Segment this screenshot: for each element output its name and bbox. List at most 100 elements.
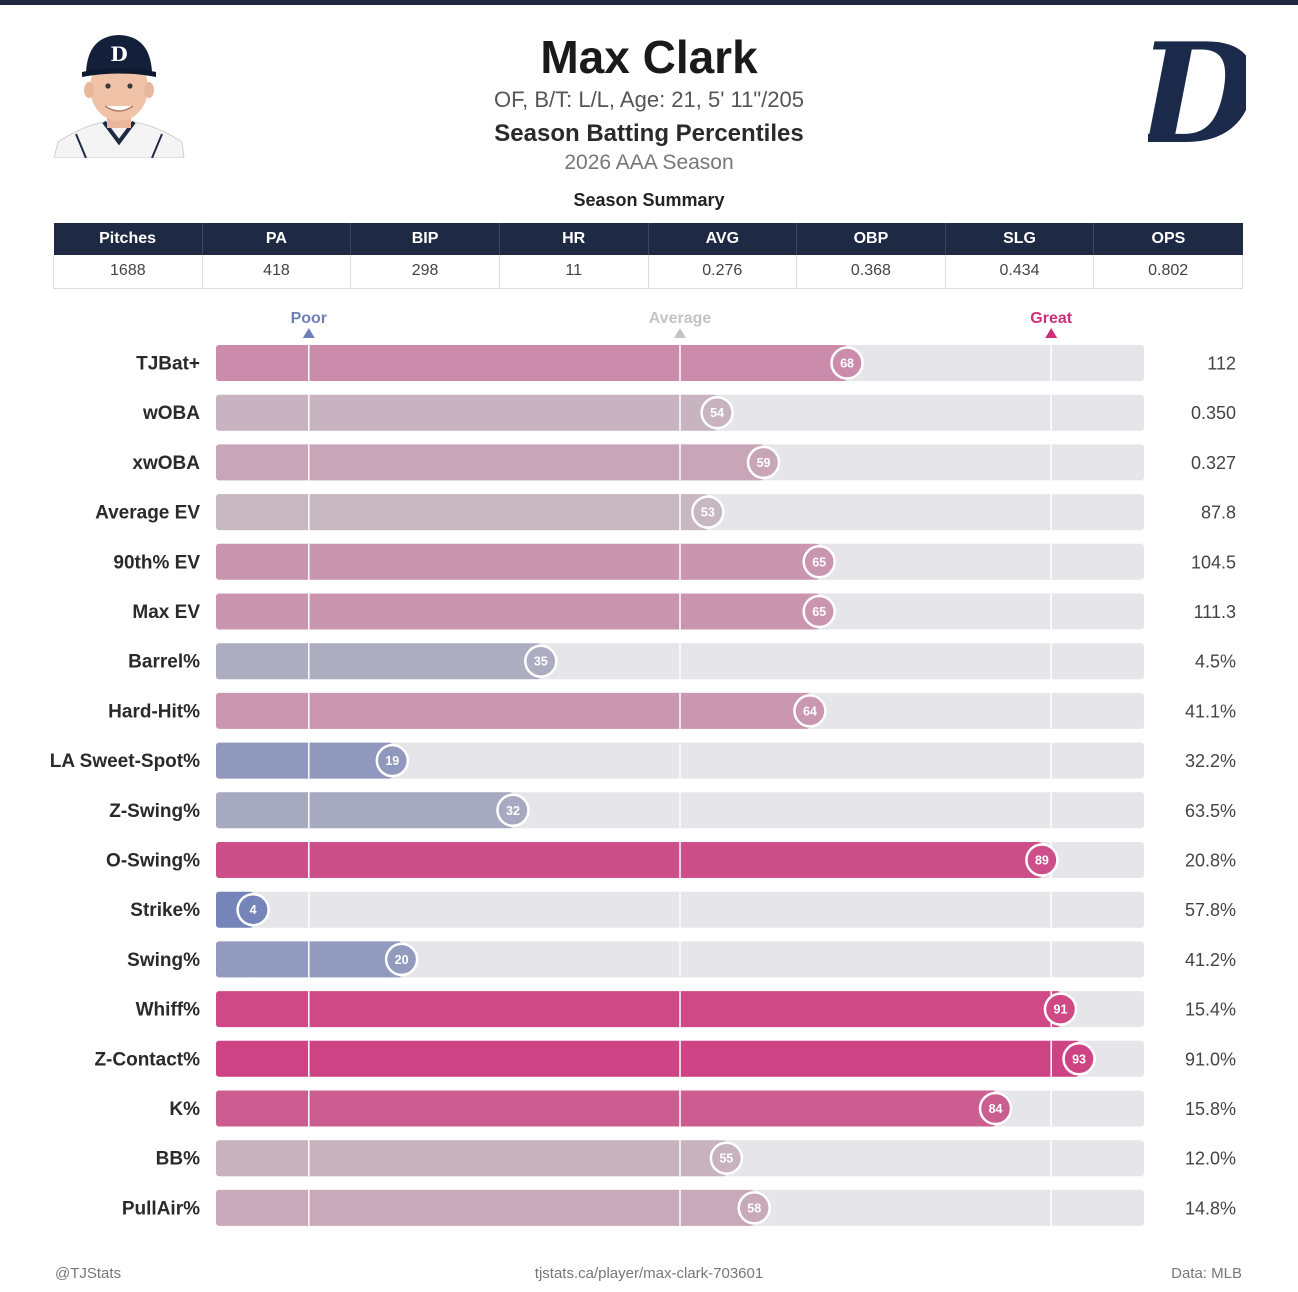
marker-label-poor: Poor	[291, 310, 327, 327]
summary-value-slg: 0.434	[944, 255, 1095, 289]
percentile-label-k: 84	[989, 1102, 1003, 1116]
footer-handle: @TJStats	[55, 1265, 122, 1282]
category-label-z-swing: Z-Swing%	[109, 801, 200, 822]
bar-hard-hit	[216, 692, 810, 729]
stat-value-whiff: 15.4%	[1185, 1000, 1236, 1020]
summary-value-row: 1688 418 298 11 0.276 0.368 0.434 0.802	[53, 255, 1243, 289]
stat-value-woba: 0.350	[1191, 403, 1236, 423]
team-logo-letter: D	[1148, 26, 1246, 158]
summary-header-hr: HR	[499, 223, 649, 255]
season-summary-label: Season Summary	[573, 190, 725, 210]
bar-z-contact	[216, 1040, 1080, 1077]
cap-letter: D	[110, 42, 127, 66]
category-label-average-ev: Average EV	[95, 503, 200, 524]
chart-subtitle: Season Batting Percentiles	[494, 120, 804, 147]
percentile-label-barrel: 35	[534, 655, 548, 669]
stat-value-xwoba: 0.327	[1191, 453, 1236, 473]
percentile-dot-la-sweet-spot	[375, 743, 410, 778]
bar-average-ev	[216, 494, 708, 531]
percentile-label-90th-ev: 65	[812, 555, 826, 569]
percentile-dot-pullair	[737, 1191, 771, 1225]
percentile-dot-xwoba	[746, 445, 781, 480]
bar-o-swing	[216, 842, 1042, 878]
percentile-label-bb: 55	[719, 1152, 733, 1166]
percentile-label-woba: 54	[710, 406, 724, 420]
category-label-max-ev: Max EV	[132, 602, 200, 623]
summary-header-bip: BIP	[350, 223, 500, 255]
percentile-label-la-sweet-spot: 19	[385, 754, 399, 768]
top-border	[0, 0, 1298, 5]
percentile-label-max-ev: 65	[812, 605, 826, 619]
stat-value-average-ev: 87.8	[1201, 503, 1236, 523]
summary-header-pa: PA	[202, 223, 352, 255]
bar-k	[216, 1090, 996, 1127]
percentile-dot-swing	[384, 942, 419, 977]
bar-tjbat	[216, 345, 848, 381]
category-label-hard-hit: Hard-Hit%	[108, 701, 200, 722]
stat-value-k: 15.8%	[1185, 1099, 1236, 1119]
footer-url: tjstats.ca/player/max-clark-703601	[534, 1265, 764, 1282]
bar-90th-ev	[216, 543, 820, 580]
marker-label-great: Great	[1030, 310, 1072, 327]
stat-value-z-contact: 91.0%	[1185, 1049, 1236, 1069]
stat-value-la-sweet-spot: 32.2%	[1185, 751, 1236, 771]
stat-value-o-swing: 20.8%	[1185, 851, 1236, 871]
percentile-label-z-contact: 93	[1072, 1052, 1086, 1066]
bar-barrel	[216, 643, 541, 680]
percentile-dot-average-ev	[691, 495, 725, 529]
percentile-label-swing: 20	[395, 953, 409, 967]
summary-header-avg: AVG	[648, 223, 798, 255]
percentile-dot-strike	[236, 892, 270, 927]
percentile-dot-barrel	[524, 644, 558, 678]
season-summary-table: Pitches PA BIP HR AVG OBP SLG OPS 1688 4…	[53, 223, 1243, 289]
marker-arrow-poor	[302, 328, 315, 338]
summary-header-ops: OPS	[1093, 223, 1243, 255]
bar-whiff	[216, 991, 1061, 1028]
marker-arrow-average	[674, 328, 686, 338]
percentile-dot-whiff	[1043, 992, 1078, 1026]
stat-value-tjbat: 112	[1207, 354, 1236, 374]
bar-la-sweet-spot	[216, 742, 393, 779]
stat-value-max-ev: 111.3	[1194, 602, 1236, 622]
stat-value-pullair: 14.8%	[1185, 1198, 1236, 1218]
percentile-chart: Poor Average Great 68 TJBat+ 112 54 wOBA 0.350 59…	[50, 310, 1236, 1226]
stat-value-strike: 57.8%	[1185, 900, 1236, 920]
stat-value-barrel: 4.5%	[1195, 652, 1236, 672]
bar-max-ev	[216, 593, 820, 630]
category-label-whiff: Whiff%	[136, 1000, 200, 1021]
category-label-90th-ev: 90th% EV	[113, 552, 200, 573]
category-label-tjbat: TJBat+	[136, 354, 200, 375]
bar-xwoba	[216, 444, 764, 481]
player-name: Max Clark	[540, 31, 758, 83]
percentile-label-strike: 4	[250, 903, 257, 917]
player-headshot: D	[52, 30, 186, 158]
bar-z-swing	[216, 792, 513, 829]
category-label-k: K%	[169, 1099, 200, 1120]
category-label-pullair: PullAir%	[122, 1198, 200, 1219]
category-label-swing: Swing%	[127, 950, 200, 971]
percentile-dot-k	[978, 1091, 1013, 1126]
percentile-label-pullair: 58	[747, 1201, 761, 1215]
percentile-dot-o-swing	[1025, 843, 1059, 877]
percentile-label-o-swing: 89	[1035, 854, 1049, 868]
percentile-dot-hard-hit	[793, 694, 827, 728]
percentile-dot-z-swing	[496, 793, 530, 828]
player-bio: OF, B/T: L/L, Age: 21, 5' 11"/205	[493, 87, 805, 112]
summary-header-pitches: Pitches	[53, 223, 203, 255]
percentile-dot-max-ev	[802, 594, 836, 629]
category-label-la-sweet-spot: LA Sweet-Spot%	[50, 751, 200, 772]
percentile-dot-woba	[700, 395, 734, 430]
percentile-label-average-ev: 53	[701, 506, 715, 520]
category-label-xwoba: xwOBA	[132, 453, 200, 474]
summary-header-obp: OBP	[796, 223, 946, 255]
category-label-z-contact: Z-Contact%	[94, 1049, 200, 1070]
category-label-o-swing: O-Swing%	[106, 851, 200, 872]
percentile-dot-bb	[709, 1141, 744, 1175]
footer-source: Data: MLB	[1171, 1265, 1242, 1282]
summary-value-ops: 0.802	[1093, 255, 1243, 289]
percentile-label-tjbat: 68	[840, 357, 854, 371]
summary-value-hr: 11	[498, 255, 649, 289]
percentile-label-z-swing: 32	[506, 804, 520, 818]
marker-label-average: Average	[649, 310, 712, 327]
summary-value-pa: 418	[201, 255, 352, 289]
